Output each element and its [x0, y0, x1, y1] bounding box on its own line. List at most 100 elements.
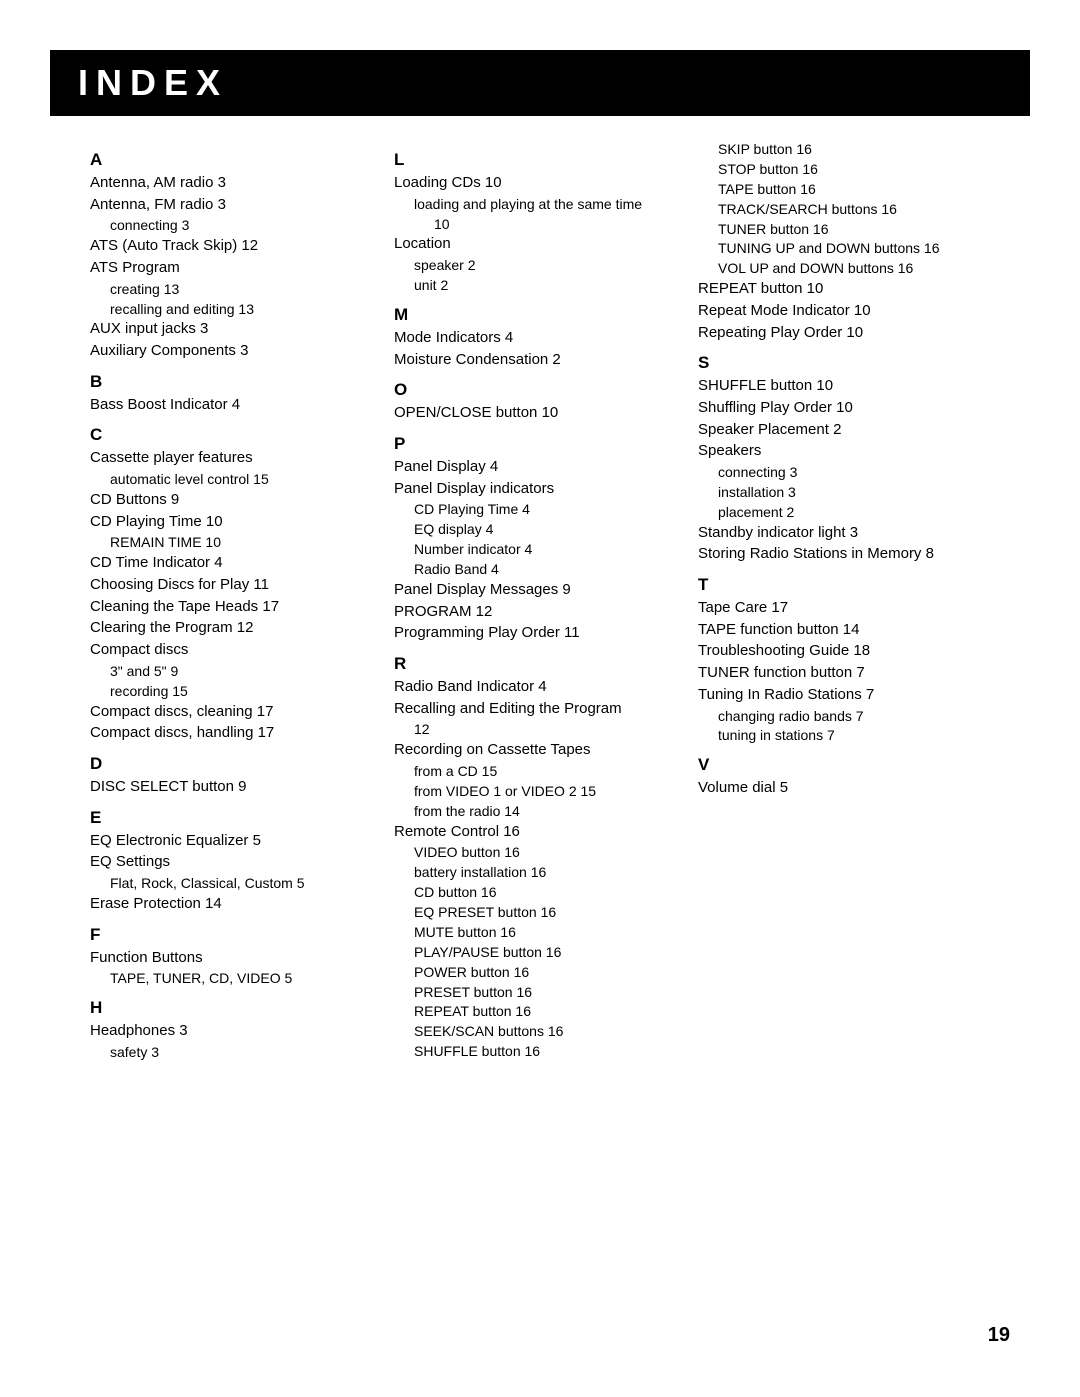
section-letter: V	[698, 755, 990, 775]
index-subentry: installation 3	[698, 483, 990, 502]
index-subentry: recalling and editing 13	[90, 300, 382, 319]
index-entry: CD Time Indicator 4	[90, 553, 382, 574]
index-column: SKIP button 16STOP button 16TAPE button …	[698, 140, 990, 1063]
section-letter: O	[394, 380, 686, 400]
index-subentry: TAPE button 16	[698, 180, 990, 199]
index-entry: ATS (Auto Track Skip) 12	[90, 236, 382, 257]
index-column: L Loading CDs 10loading and playing at th…	[394, 140, 686, 1063]
section-letter: P	[394, 434, 686, 454]
index-subentry: connecting 3	[90, 216, 382, 235]
page-number: 19	[988, 1324, 1010, 1347]
index-subentry: PRESET button 16	[394, 983, 686, 1002]
index-entry: DISC SELECT button 9	[90, 777, 382, 798]
index-entry: Shuffling Play Order 10	[698, 398, 990, 419]
index-entry: REPEAT button 10	[698, 279, 990, 300]
index-entry: TUNER function button 7	[698, 663, 990, 684]
index-entry: Loading CDs 10	[394, 173, 686, 194]
index-subsubentry: 10	[394, 215, 686, 234]
index-entry: PROGRAM 12	[394, 602, 686, 623]
index-subentry: 3" and 5" 9	[90, 662, 382, 681]
index-entry: Programming Play Order 11	[394, 623, 686, 644]
index-entry: Moisture Condensation 2	[394, 350, 686, 371]
index-subentry: 12	[394, 720, 686, 739]
index-subentry: TUNER button 16	[698, 220, 990, 239]
index-entry: Speaker Placement 2	[698, 420, 990, 441]
index-subentry: POWER button 16	[394, 963, 686, 982]
index-entry: Storing Radio Stations in Memory 8	[698, 544, 990, 565]
index-entry: Volume dial 5	[698, 778, 990, 799]
index-entry: ATS Program	[90, 258, 382, 279]
section-letter: R	[394, 654, 686, 674]
index-entry: Location	[394, 234, 686, 255]
section-letter: L	[394, 150, 686, 170]
index-subentry: placement 2	[698, 503, 990, 522]
index-entry: Troubleshooting Guide 18	[698, 641, 990, 662]
index-subentry: unit 2	[394, 276, 686, 295]
index-subentry: VOL UP and DOWN buttons 16	[698, 259, 990, 278]
index-entry: Compact discs, cleaning 17	[90, 702, 382, 723]
page: INDEX A Antenna, AM radio 3Antenna, FM ra…	[0, 0, 1080, 1397]
index-subentry: VIDEO button 16	[394, 843, 686, 862]
index-subentry: connecting 3	[698, 463, 990, 482]
index-entry: Standby indicator light 3	[698, 523, 990, 544]
index-entry: Cassette player features	[90, 448, 382, 469]
index-entry: Panel Display Messages 9	[394, 580, 686, 601]
index-entry: Headphones 3	[90, 1021, 382, 1042]
index-subentry: changing radio bands 7	[698, 707, 990, 726]
index-subentry: SHUFFLE button 16	[394, 1042, 686, 1061]
index-subentry: EQ display 4	[394, 520, 686, 539]
index-entry: Repeating Play Order 10	[698, 323, 990, 344]
index-entry: EQ Electronic Equalizer 5	[90, 831, 382, 852]
index-subentry: TUNING UP and DOWN buttons 16	[698, 239, 990, 258]
index-entry: Cleaning the Tape Heads 17	[90, 597, 382, 618]
index-entry: Recording on Cassette Tapes	[394, 740, 686, 761]
index-entry: Auxiliary Components 3	[90, 341, 382, 362]
page-title: INDEX	[78, 62, 228, 103]
index-entry: EQ Settings	[90, 852, 382, 873]
index-subentry: loading and playing at the same time	[394, 195, 686, 214]
section-letter: D	[90, 754, 382, 774]
index-entry: Mode Indicators 4	[394, 328, 686, 349]
section-letter: B	[90, 372, 382, 392]
index-subentry: EQ PRESET button 16	[394, 903, 686, 922]
index-subentry: battery installation 16	[394, 863, 686, 882]
section-letter: M	[394, 305, 686, 325]
index-entry: SHUFFLE button 10	[698, 376, 990, 397]
index-entry: AUX input jacks 3	[90, 319, 382, 340]
index-entry: CD Playing Time 10	[90, 512, 382, 533]
index-entry: Choosing Discs for Play 11	[90, 575, 382, 596]
index-entry: Tape Care 17	[698, 598, 990, 619]
index-subentry: SKIP button 16	[698, 140, 990, 159]
index-entry: Antenna, FM radio 3	[90, 195, 382, 216]
section-letter: F	[90, 925, 382, 945]
index-subentry: Radio Band 4	[394, 560, 686, 579]
index-subentry: creating 13	[90, 280, 382, 299]
index-subentry: speaker 2	[394, 256, 686, 275]
index-entry: Repeat Mode Indicator 10	[698, 301, 990, 322]
index-column: AAntenna, AM radio 3Antenna, FM radio 3c…	[90, 140, 382, 1063]
index-entry: Erase Protection 14	[90, 894, 382, 915]
section-letter: A	[90, 150, 382, 170]
index-entry: Bass Boost Indicator 4	[90, 395, 382, 416]
index-entry: Antenna, AM radio 3	[90, 173, 382, 194]
index-entry: Compact discs, handling 17	[90, 723, 382, 744]
index-subentry: SEEK/SCAN buttons 16	[394, 1022, 686, 1041]
section-letter: T	[698, 575, 990, 595]
index-subentry: automatic level control 15	[90, 470, 382, 489]
index-subentry: MUTE button 16	[394, 923, 686, 942]
index-subentry: tuning in stations 7	[698, 726, 990, 745]
section-letter: H	[90, 998, 382, 1018]
index-columns: AAntenna, AM radio 3Antenna, FM radio 3c…	[50, 140, 1030, 1063]
section-letter: C	[90, 425, 382, 445]
index-entry: Panel Display indicators	[394, 479, 686, 500]
index-subentry: safety 3	[90, 1043, 382, 1062]
index-subentry: recording 15	[90, 682, 382, 701]
index-entry: Function Buttons	[90, 948, 382, 969]
index-subentry: Number indicator 4	[394, 540, 686, 559]
index-subentry: from VIDEO 1 or VIDEO 2 15	[394, 782, 686, 801]
index-entry: Clearing the Program 12	[90, 618, 382, 639]
index-entry: Compact discs	[90, 640, 382, 661]
index-entry: Speakers	[698, 441, 990, 462]
index-entry: Radio Band Indicator 4	[394, 677, 686, 698]
index-subentry: CD Playing Time 4	[394, 500, 686, 519]
